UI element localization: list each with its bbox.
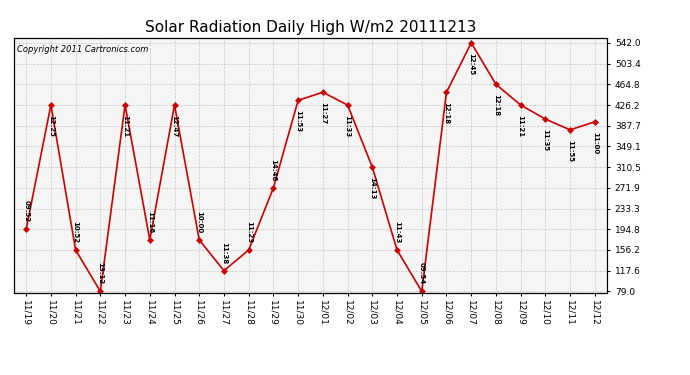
Text: 10:52: 10:52 (72, 221, 79, 243)
Text: 13:12: 13:12 (97, 262, 104, 285)
Text: 11:55: 11:55 (567, 140, 573, 162)
Text: 11:16: 11:16 (147, 211, 152, 233)
Text: 09:52: 09:52 (23, 200, 29, 222)
Text: 12:18: 12:18 (493, 94, 499, 116)
Text: 12:45: 12:45 (469, 53, 474, 75)
Text: 11:38: 11:38 (221, 242, 227, 264)
Title: Solar Radiation Daily High W/m2 20111213: Solar Radiation Daily High W/m2 20111213 (145, 20, 476, 35)
Text: 11:43: 11:43 (394, 220, 400, 243)
Text: 10:00: 10:00 (196, 211, 202, 233)
Text: 09:54: 09:54 (419, 262, 425, 285)
Text: 11:23: 11:23 (246, 221, 252, 243)
Text: 12:25: 12:25 (48, 115, 54, 136)
Text: 14:13: 14:13 (369, 177, 375, 199)
Text: 11:21: 11:21 (518, 115, 524, 137)
Text: 11:27: 11:27 (320, 102, 326, 124)
Text: 12:18: 12:18 (444, 102, 449, 124)
Text: 11:53: 11:53 (295, 110, 301, 132)
Text: 14:46: 14:46 (270, 159, 277, 181)
Text: Copyright 2011 Cartronics.com: Copyright 2011 Cartronics.com (17, 45, 148, 54)
Text: 11:35: 11:35 (542, 129, 549, 151)
Text: 11:21: 11:21 (122, 115, 128, 137)
Text: 12:47: 12:47 (172, 115, 177, 137)
Text: 11:33: 11:33 (344, 115, 351, 137)
Text: 11:00: 11:00 (592, 132, 598, 154)
